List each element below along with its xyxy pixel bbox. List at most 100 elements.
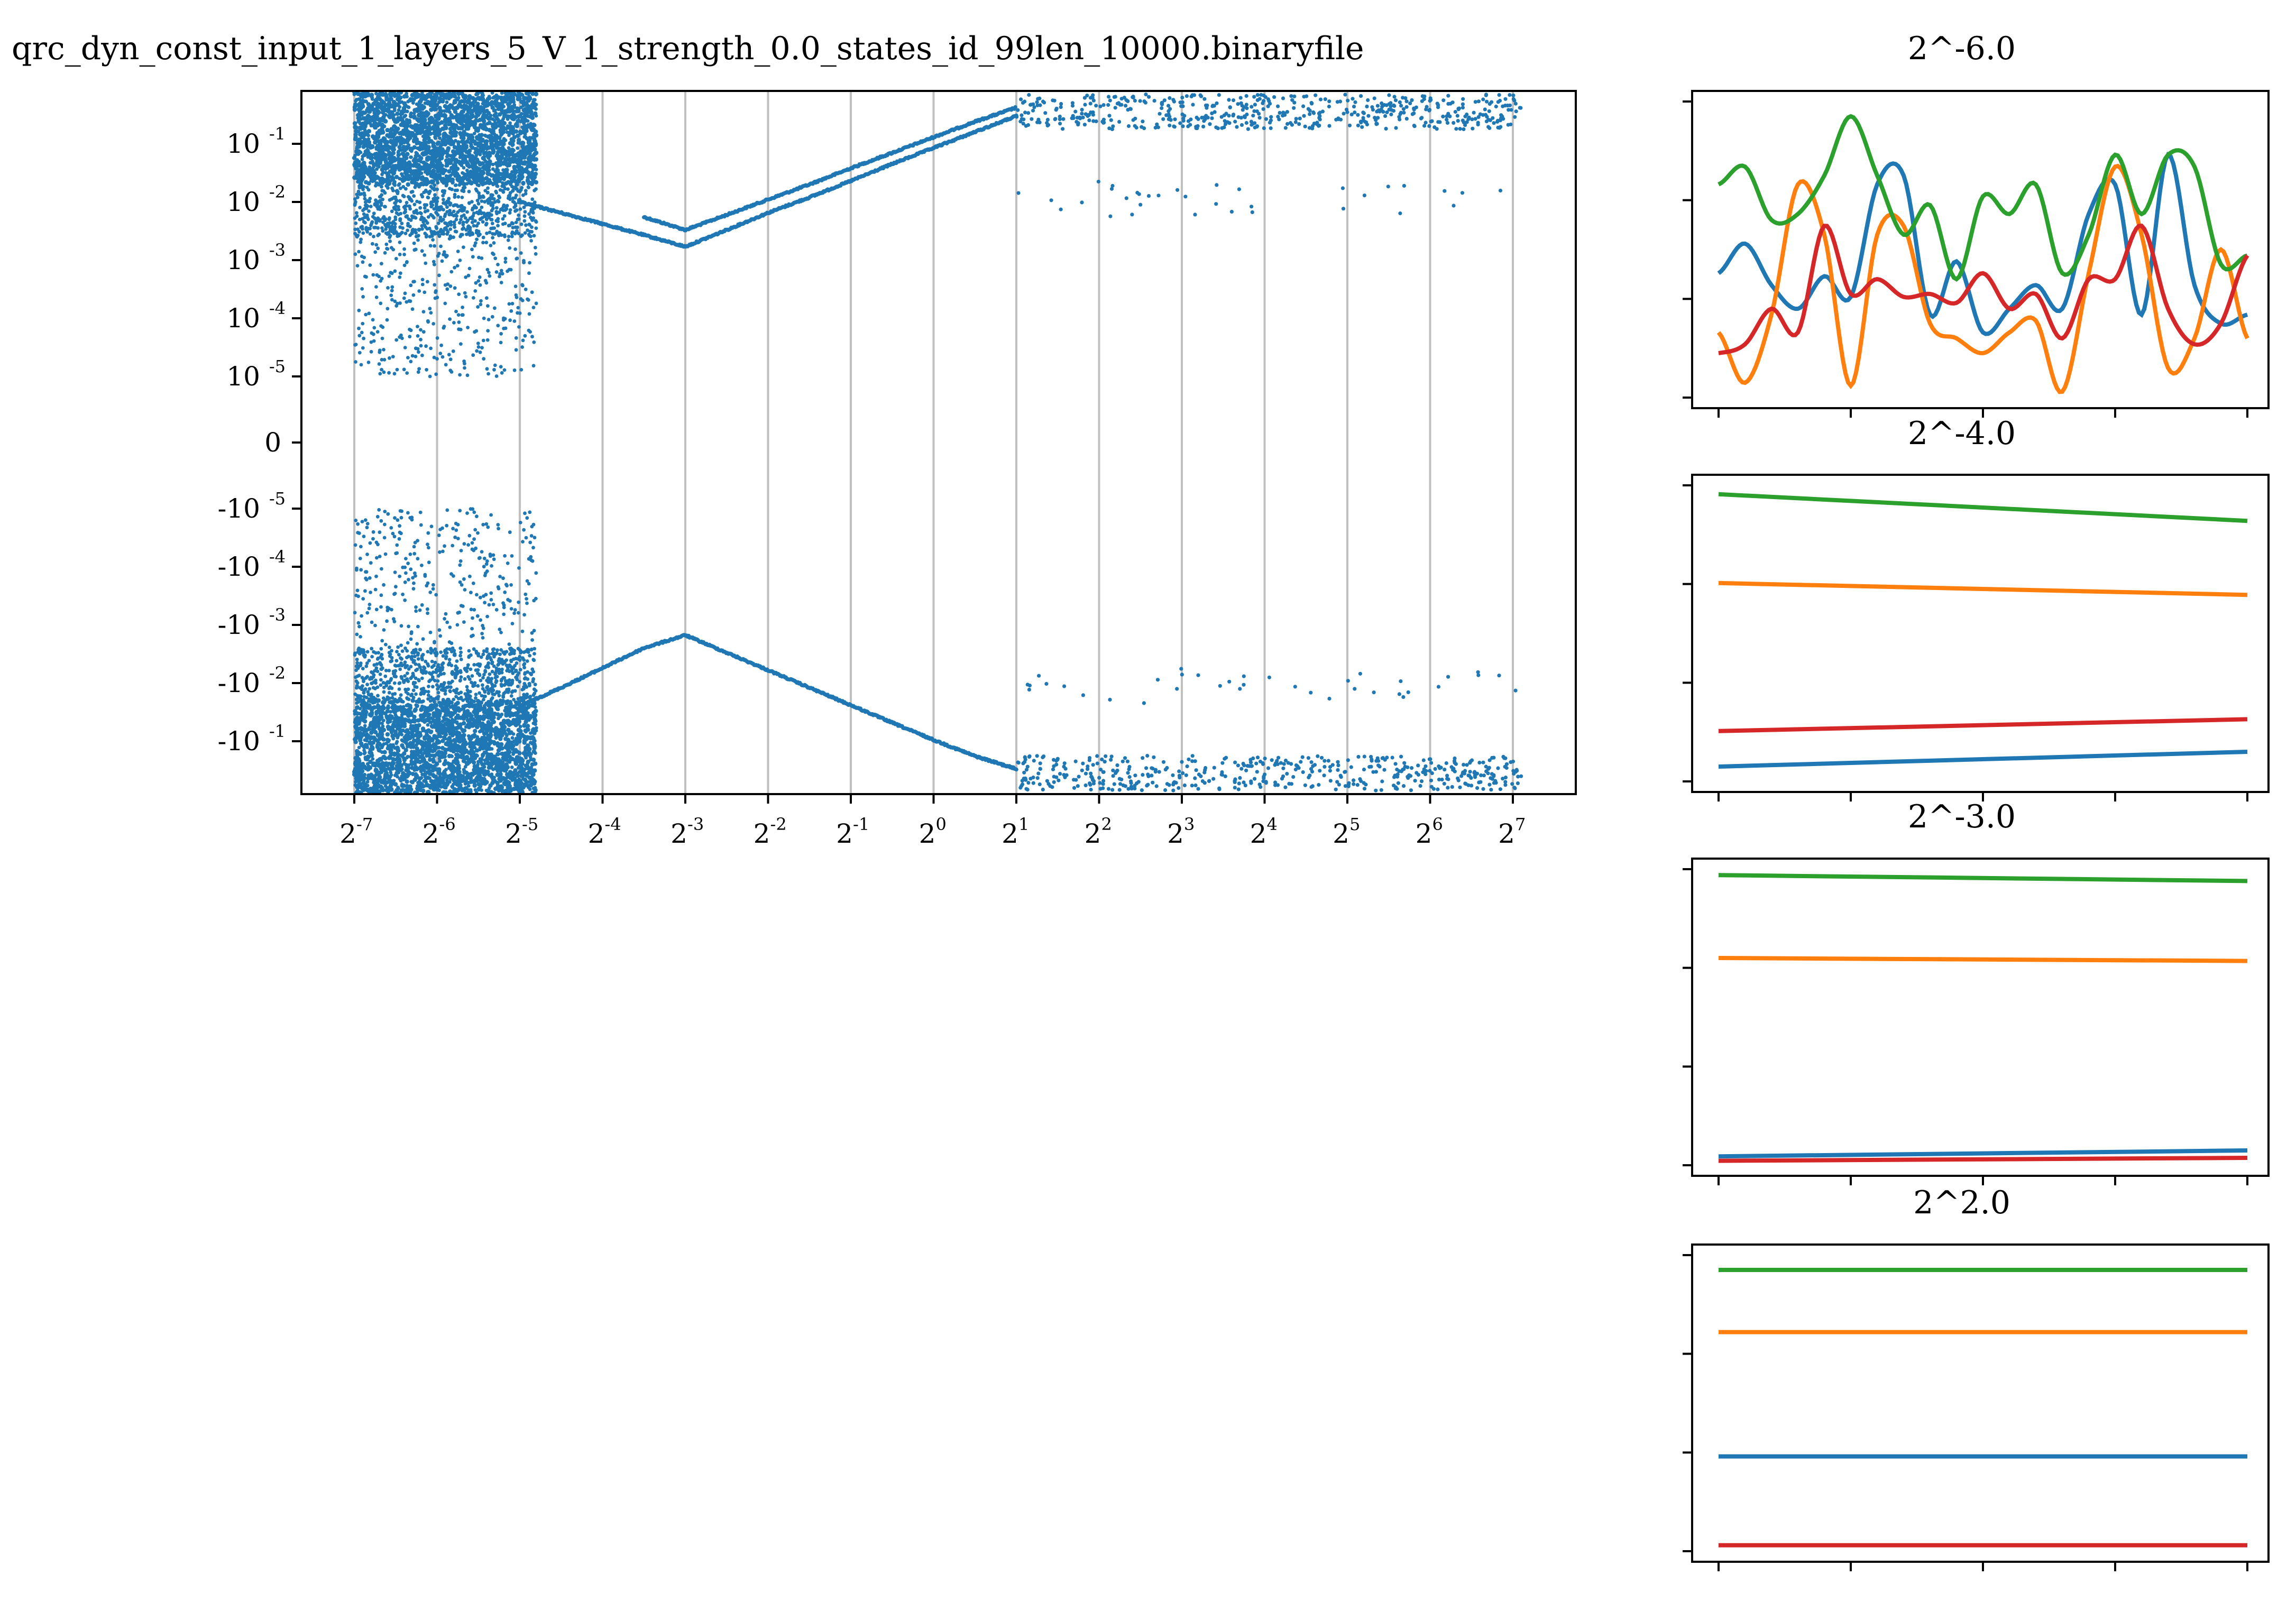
data-point (438, 634, 443, 638)
data-point (456, 313, 461, 317)
data-point (473, 289, 477, 293)
data-point (380, 639, 384, 643)
data-point (421, 637, 425, 641)
data-point (453, 676, 457, 680)
data-point (482, 357, 486, 361)
data-point (420, 282, 425, 287)
data-point (498, 196, 502, 199)
data-point (474, 693, 478, 696)
data-point (461, 227, 464, 231)
data-point (361, 346, 365, 350)
data-point (387, 690, 391, 695)
data-point (431, 583, 435, 587)
data-point (443, 544, 446, 548)
data-point (482, 565, 486, 569)
data-point (469, 667, 473, 671)
data-point (460, 196, 464, 199)
data-point (522, 613, 526, 617)
data-point (420, 353, 424, 357)
data-point (410, 354, 415, 358)
data-point (490, 696, 494, 700)
data-point (479, 595, 482, 600)
data-point (353, 692, 357, 696)
data-point (510, 185, 514, 189)
data-point (355, 681, 360, 685)
data-point (531, 364, 536, 368)
data-point (438, 550, 442, 554)
data-point (447, 353, 451, 357)
data-point (486, 201, 490, 205)
data-point (461, 604, 465, 608)
data-point (443, 301, 447, 306)
data-point (390, 246, 393, 250)
data-point (502, 214, 507, 218)
data-point (401, 592, 405, 596)
data-point (379, 593, 383, 597)
data-point (467, 189, 471, 194)
data-point (456, 523, 460, 527)
data-point (419, 217, 423, 222)
data-point (520, 186, 524, 190)
data-point (393, 664, 397, 667)
data-point (462, 166, 466, 170)
data-point (472, 647, 476, 651)
data-point (424, 344, 428, 348)
data-point (448, 201, 453, 205)
data-point (368, 232, 372, 236)
data-point (503, 554, 507, 558)
data-point (480, 199, 484, 203)
data-point (475, 593, 479, 597)
data-point (463, 588, 467, 592)
data-point (495, 648, 499, 652)
data-point (489, 598, 493, 602)
data-point (379, 662, 382, 666)
data-point (486, 197, 491, 201)
data-point (364, 203, 369, 207)
data-point (531, 546, 535, 550)
data-point (436, 231, 440, 235)
data-point (355, 264, 360, 268)
data-point (525, 516, 529, 520)
data-point (412, 202, 417, 207)
data-point (384, 642, 388, 647)
data-point (383, 510, 387, 513)
data-point (399, 661, 403, 665)
data-point (409, 155, 412, 159)
data-point (414, 231, 418, 235)
data-point (484, 665, 489, 669)
data-point (355, 658, 359, 661)
data-point (426, 319, 430, 323)
data-point (366, 361, 371, 364)
data-point (499, 281, 503, 284)
data-point (452, 204, 456, 208)
data-point (449, 270, 454, 274)
data-point (395, 543, 399, 547)
data-point (527, 312, 531, 316)
data-point (380, 567, 383, 571)
data-point (531, 658, 536, 662)
data-point (396, 518, 400, 522)
data-point (470, 674, 474, 678)
data-point (481, 676, 485, 680)
data-point (445, 210, 449, 214)
data-point (462, 359, 466, 363)
data-point (436, 734, 440, 739)
data-point (464, 228, 468, 232)
data-point (405, 649, 409, 653)
data-point (383, 191, 387, 195)
data-point (445, 232, 449, 236)
data-point (498, 628, 502, 631)
data-point (441, 654, 445, 658)
data-point (368, 576, 372, 580)
data-point (500, 272, 504, 276)
data-point (449, 223, 453, 227)
data-point (355, 214, 359, 218)
data-point (435, 187, 439, 191)
data-point (472, 537, 476, 541)
data-point (462, 542, 466, 546)
data-point (459, 549, 463, 552)
data-point (486, 186, 490, 190)
data-point (399, 333, 403, 337)
data-point (360, 520, 364, 523)
